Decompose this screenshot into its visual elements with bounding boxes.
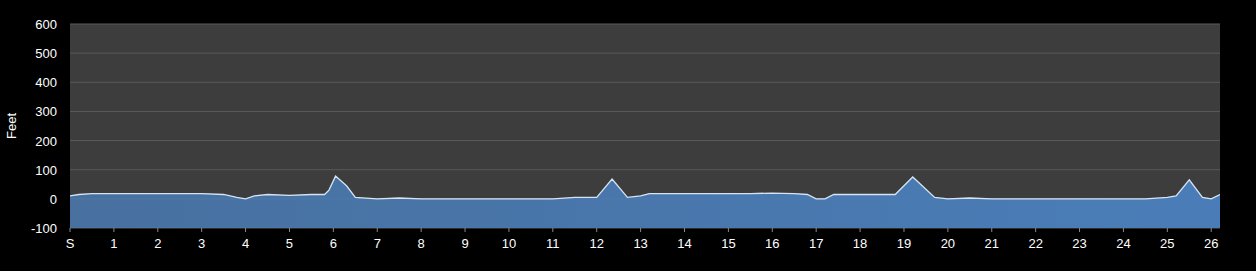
x-tick [1079,228,1080,232]
x-tick-label: 20 [941,236,955,251]
x-tick [333,228,334,232]
x-tick-label: 19 [897,236,911,251]
x-tick [860,228,861,232]
x-tick [640,228,641,232]
x-tick [552,228,553,232]
x-tick [816,228,817,232]
x-tick-label: 25 [1160,236,1174,251]
grid-line [70,24,1220,25]
x-tick [508,228,509,232]
y-tick-label: 400 [35,75,57,90]
x-tick-label: 2 [154,236,161,251]
plot-background [70,24,1220,228]
x-tick-label: 12 [589,236,603,251]
x-tick-label: 11 [546,236,560,251]
x-tick-label: S [66,236,75,251]
y-tick-label: 600 [35,17,57,32]
x-tick [157,228,158,232]
x-tick-label: 13 [633,236,647,251]
x-tick-label: 10 [502,236,516,251]
x-tick-label: 18 [853,236,867,251]
x-tick-label: 9 [461,236,468,251]
x-tick-label: 4 [242,236,249,251]
x-tick [772,228,773,232]
y-tick-label: -100 [31,221,57,236]
y-tick-label: 500 [35,46,57,61]
x-tick-label: 21 [985,236,999,251]
x-tick [684,228,685,232]
grid-line [70,111,1220,112]
x-tick-label: 8 [418,236,425,251]
x-tick [947,228,948,232]
y-axis-label: Feet [4,113,19,139]
x-tick [245,228,246,232]
x-tick-label: 15 [721,236,735,251]
x-tick [289,228,290,232]
x-tick-label: 22 [1028,236,1042,251]
x-tick-label: 5 [286,236,293,251]
x-tick-label: 1 [110,236,117,251]
x-tick [1167,228,1168,232]
grid-line [70,82,1220,83]
x-tick-label: 7 [374,236,381,251]
y-tick-label: 200 [35,134,57,149]
x-tick-label: 6 [330,236,337,251]
grid-line [70,140,1220,141]
x-tick-label: 24 [1116,236,1130,251]
chart: -1000100200300400500600S1234567891011121… [0,0,1256,271]
grid-line [70,169,1220,170]
x-tick [596,228,597,232]
x-tick-label: 3 [198,236,205,251]
grid-line [70,53,1220,54]
x-tick-label: 23 [1072,236,1086,251]
x-tick [1123,228,1124,232]
x-tick [70,228,71,232]
x-tick [201,228,202,232]
x-tick [728,228,729,232]
elevation-area [70,176,1220,228]
y-tick-label: 300 [35,104,57,119]
x-tick-label: 14 [677,236,691,251]
x-tick [377,228,378,232]
x-tick [465,228,466,232]
y-tick-label: 0 [50,192,57,207]
x-tick [421,228,422,232]
x-tick-label: 26 [1204,236,1218,251]
y-tick-label: 100 [35,163,57,178]
x-tick [113,228,114,232]
x-tick [991,228,992,232]
x-tick [1211,228,1212,232]
elevation-line [70,176,1220,199]
x-tick [1035,228,1036,232]
plot-area [70,176,1220,228]
x-tick-label: 17 [809,236,823,251]
x-tick-label: 16 [765,236,779,251]
x-tick [903,228,904,232]
